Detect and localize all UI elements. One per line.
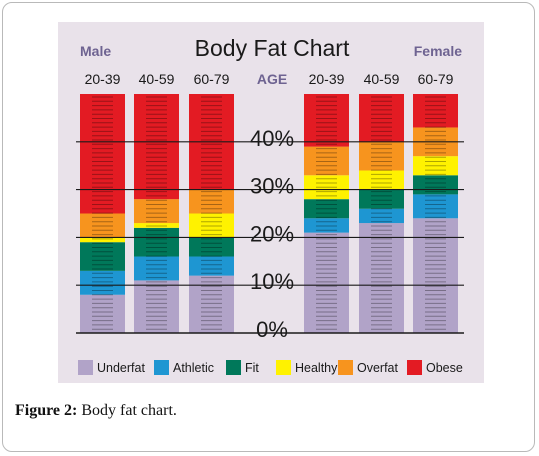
category-label: 20-39 bbox=[309, 71, 345, 87]
bar-segment-overfat-1 bbox=[80, 213, 125, 238]
bar-segment-underfat-4 bbox=[304, 232, 349, 333]
bar-segment-underfat-5 bbox=[359, 223, 404, 333]
legend-label-athletic: Athletic bbox=[173, 361, 214, 375]
legend-swatch-obese bbox=[407, 360, 422, 375]
category-label: 40-59 bbox=[364, 71, 400, 87]
bar-segment-overfat-2 bbox=[134, 199, 179, 224]
group-label-female: Female bbox=[414, 43, 462, 59]
bar-segment-healthy-4 bbox=[304, 175, 349, 200]
category-label: 60-79 bbox=[194, 71, 230, 87]
bar-segment-overfat-5 bbox=[359, 141, 404, 171]
legend-label-fit: Fit bbox=[245, 361, 259, 375]
category-label: 40-59 bbox=[139, 71, 175, 87]
y-tick-label: 40% bbox=[250, 126, 294, 151]
chart-title: Body Fat Chart bbox=[195, 35, 350, 61]
legend-layer: Underfat Athletic Fit Healthy Overfat Obese bbox=[78, 360, 463, 375]
bar-segment-athletic-1 bbox=[80, 270, 125, 295]
legend-swatch-underfat bbox=[78, 360, 93, 375]
ticks-layer: 0% 10% 20% 30% 40% bbox=[250, 126, 294, 342]
group-label-male: Male bbox=[80, 43, 111, 59]
bar-segment-underfat-6 bbox=[413, 218, 458, 333]
bar-segment-underfat-2 bbox=[134, 280, 179, 333]
bar-segment-athletic-2 bbox=[134, 256, 179, 281]
bar-segment-overfat-3 bbox=[189, 189, 234, 214]
y-tick-label: 10% bbox=[250, 269, 294, 294]
legend-label-healthy: Healthy bbox=[295, 361, 338, 375]
legend-label-obese: Obese bbox=[426, 361, 463, 375]
y-tick-label: 30% bbox=[250, 174, 294, 199]
age-axis-label: AGE bbox=[257, 71, 287, 87]
bar-segment-healthy-6 bbox=[413, 156, 458, 176]
bar-segment-underfat-3 bbox=[189, 275, 234, 333]
category-label: 20-39 bbox=[85, 71, 121, 87]
bar-segment-obese-5 bbox=[359, 94, 404, 142]
bar-segment-healthy-2 bbox=[134, 223, 179, 228]
bar-segment-underfat-1 bbox=[80, 294, 125, 333]
caption-label: Figure 2: bbox=[15, 402, 78, 419]
body-fat-chart: 0% 10% 20% 30% 40% Body Fat Chart Male Female A… bbox=[58, 22, 484, 383]
bar-segment-healthy-3 bbox=[189, 213, 234, 238]
legend-swatch-fit bbox=[226, 360, 241, 375]
legend-swatch-athletic bbox=[154, 360, 169, 375]
figure-caption: Figure 2: Body fat chart. bbox=[15, 402, 525, 424]
bars-layer bbox=[80, 94, 458, 333]
bar-segment-fit-5 bbox=[359, 189, 404, 209]
labels-layer: Body Fat Chart Male Female AGE 20-39 40-59 60-… bbox=[80, 35, 462, 87]
bar-segment-obese-6 bbox=[413, 94, 458, 128]
legend-swatch-healthy bbox=[276, 360, 291, 375]
bar-segment-healthy-1 bbox=[80, 237, 125, 243]
bar-segment-athletic-3 bbox=[189, 256, 234, 276]
y-tick-label: 20% bbox=[250, 221, 294, 246]
bar-segment-obese-2 bbox=[134, 94, 179, 200]
bar-segment-obese-4 bbox=[304, 94, 349, 147]
stripes-layer bbox=[92, 96, 446, 330]
bar-segment-athletic-4 bbox=[304, 218, 349, 233]
category-label: 60-79 bbox=[418, 71, 454, 87]
legend-label-overfat: Overfat bbox=[357, 361, 399, 375]
caption-text: Body fat chart. bbox=[81, 402, 177, 419]
bar-segment-fit-3 bbox=[189, 237, 234, 257]
bar-segment-athletic-6 bbox=[413, 194, 458, 219]
grid-layer bbox=[76, 141, 464, 334]
legend-swatch-overfat bbox=[338, 360, 353, 375]
bar-segment-athletic-5 bbox=[359, 208, 404, 224]
y-tick-label: 0% bbox=[256, 317, 288, 342]
bar-segment-obese-1 bbox=[80, 94, 125, 214]
bar-segment-healthy-5 bbox=[359, 170, 404, 190]
chart-svg: 0% 10% 20% 30% 40% Body Fat Chart Male Female A… bbox=[76, 35, 464, 375]
legend-label-underfat: Underfat bbox=[97, 361, 145, 375]
bar-segment-fit-4 bbox=[304, 199, 349, 219]
bar-segment-fit-1 bbox=[80, 242, 125, 271]
bar-segment-overfat-4 bbox=[304, 146, 349, 176]
bar-segment-fit-2 bbox=[134, 227, 179, 257]
